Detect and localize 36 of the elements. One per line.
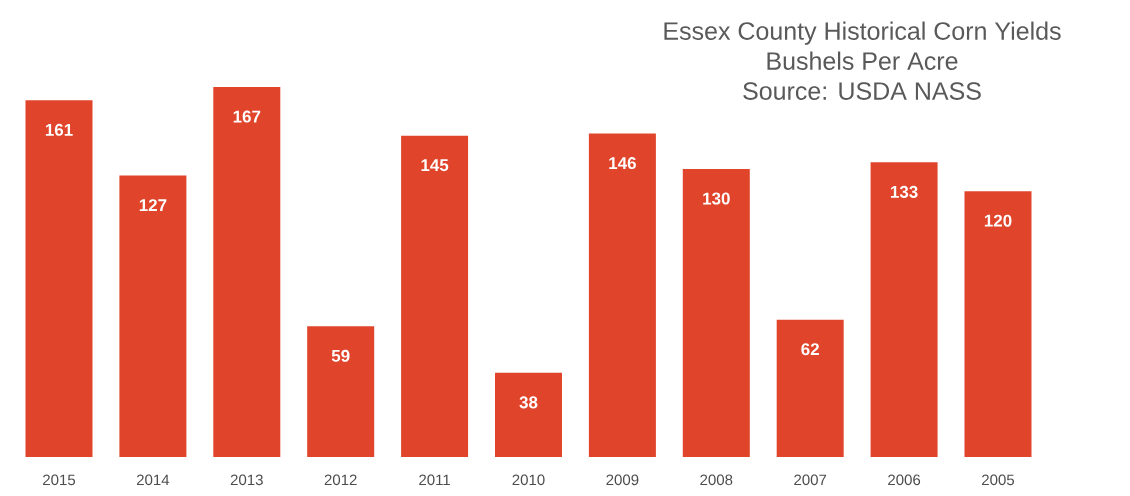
bar	[213, 87, 281, 457]
x-tick-label: 2006	[888, 474, 921, 486]
x-tick-label: 2011	[419, 474, 450, 486]
bar	[682, 168, 750, 457]
bar	[588, 133, 656, 457]
data-label: 130	[703, 192, 730, 205]
x-tick-label: 2014	[136, 474, 170, 486]
bar	[25, 100, 93, 457]
x-tick-label: 2005	[982, 474, 1015, 486]
x-tick-label: 2008	[700, 474, 733, 486]
bar	[494, 372, 562, 457]
chart-subtitle: Bushels Per Acre	[767, 51, 958, 70]
x-tick-label: 2010	[512, 474, 545, 486]
data-label: 120	[984, 214, 1012, 227]
bar	[119, 175, 187, 457]
data-label: 161	[45, 123, 73, 136]
x-tick-label: 2009	[606, 474, 639, 486]
bar	[870, 162, 938, 457]
bar	[776, 319, 844, 457]
x-tick-label: 2007	[794, 474, 827, 486]
bar	[307, 326, 375, 457]
data-label: 127	[139, 199, 167, 212]
x-tick-label: 2013	[230, 474, 263, 486]
data-label: 59	[331, 349, 350, 362]
data-label: 38	[519, 396, 538, 409]
data-label: 133	[890, 185, 918, 198]
x-tick-label: 2015	[43, 474, 76, 486]
bar	[964, 191, 1032, 457]
bar	[401, 135, 469, 457]
data-label: 146	[609, 157, 636, 170]
data-label: 145	[421, 159, 449, 172]
annotation: Source: USDA NASS	[743, 82, 981, 100]
data-label: 167	[233, 110, 261, 123]
data-label: 62	[801, 343, 819, 356]
x-tick-label: 2012	[324, 474, 357, 486]
chart-title: Essex County Historical Corn Yields	[664, 21, 1061, 45]
